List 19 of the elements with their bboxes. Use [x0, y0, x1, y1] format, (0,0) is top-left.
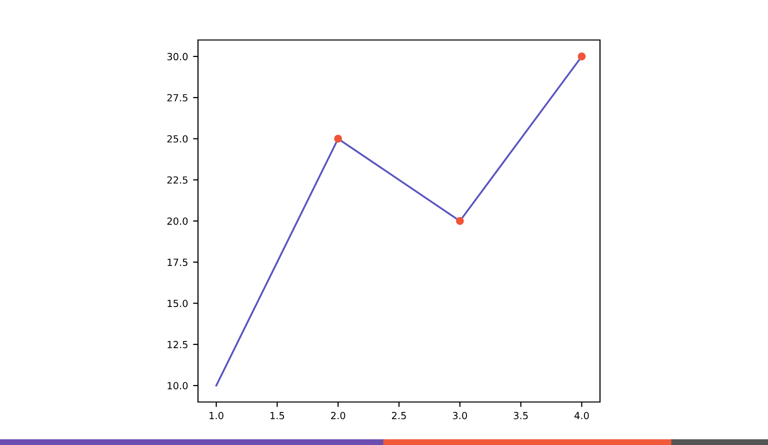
- y-tick-label: 12.5: [168, 340, 188, 348]
- x-tick-label: 1.5: [270, 412, 284, 420]
- y-tick-label: 20.0: [167, 217, 188, 225]
- point: [578, 52, 586, 60]
- y-tick-label: 17.5: [168, 258, 188, 266]
- x-tick-label: 4.0: [574, 412, 589, 420]
- x-tick-label: 1.0: [210, 412, 224, 420]
- x-tick-label: 3.5: [514, 412, 528, 420]
- x-tick-label: 3.0: [452, 412, 467, 420]
- point: [334, 134, 342, 143]
- y-tick-label: 22.5: [167, 176, 188, 184]
- y-tick-label: 27.5: [167, 94, 188, 102]
- y-tick-label: 15.0: [168, 300, 188, 308]
- y-tick-label: 30.0: [167, 52, 188, 60]
- y-tick-label: 10.0: [168, 382, 188, 390]
- x-tick-label: 2.5: [392, 412, 406, 420]
- x-tick-label: 2.0: [331, 412, 346, 420]
- y-tick-label: 25.0: [167, 135, 188, 143]
- point: [456, 217, 464, 225]
